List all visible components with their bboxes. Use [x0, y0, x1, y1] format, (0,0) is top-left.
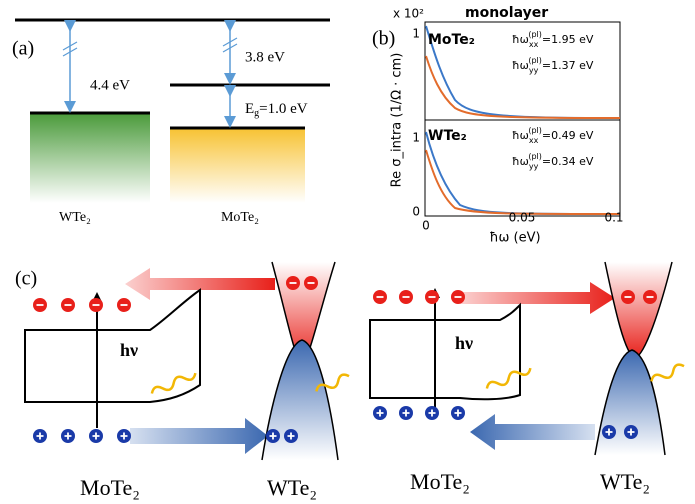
plasma-note: ħωyy(pl)=1.37 eV: [512, 56, 594, 75]
panel-b: (b) x 10² monolayer MoTe₂ WTe₂ ħωxx(pl)=…: [372, 5, 624, 246]
photon-label: hν: [455, 333, 473, 353]
note-prefix: ħω: [512, 59, 529, 72]
material-label: WTe₂: [600, 469, 650, 494]
x-tick-label: 0.05: [509, 211, 536, 225]
plasma-note: ħωxx(pl)=0.49 eV: [512, 126, 594, 145]
energy-label: 4.4 eV: [90, 77, 130, 93]
axis-break: [63, 38, 237, 56]
hole-transfer-arrow: [130, 418, 268, 454]
material-label: MoTe₂: [428, 32, 475, 48]
panel-label: (b): [372, 28, 395, 50]
y-tick-label: 0: [412, 205, 420, 219]
electron-transfer-arrow: [460, 282, 615, 314]
x-axis-label: ħω (eV): [489, 231, 540, 246]
note-prefix: ħω: [512, 33, 529, 46]
note-sup: (pl): [528, 56, 542, 65]
bandgap-label: Eg=1.0 eV: [245, 101, 308, 119]
plot-title: monolayer: [465, 5, 548, 21]
material-label: WTe₂: [267, 475, 317, 500]
note-sup: (pl): [528, 30, 542, 39]
material-label: WTe₂: [59, 210, 91, 225]
y-tick-label: 1: [412, 131, 420, 145]
x-tick-label: 0: [422, 219, 430, 233]
note-sub: xx: [529, 40, 539, 49]
note-sub: yy: [529, 66, 539, 75]
note-prefix: ħω: [512, 129, 529, 142]
note-sup: (pl): [528, 126, 542, 135]
x-tick-label: 0.1: [604, 211, 623, 225]
mote2-band: [170, 128, 305, 203]
note-sub: yy: [529, 162, 539, 171]
plasma-note: ħωxx(pl)=1.95 eV: [512, 30, 594, 49]
conduction-cone: [605, 262, 672, 358]
panel-c: (c) hν MoTe₂ WTe₂ hν MoTe₂ WTe₂: [15, 262, 686, 500]
panel-label: (a): [12, 38, 34, 60]
note-value: =1.37 eV: [542, 59, 594, 72]
energy-label: 3.8 eV: [245, 49, 285, 65]
material-label: MoTe₂: [80, 475, 140, 500]
wte2-band: [30, 113, 150, 203]
hole-transfer-arrow: [470, 414, 595, 450]
note-sub: xx: [529, 136, 539, 145]
figure: (a) 4.4 eV 3.8 eV Eg=1.0 eV WTe₂ MoTe₂ (…: [0, 0, 695, 504]
material-label: WTe₂: [428, 128, 467, 144]
multiplier: x 10²: [393, 7, 424, 21]
photon-label: hν: [120, 340, 138, 360]
y-tick-label: 1: [412, 27, 420, 41]
curve: [426, 132, 620, 214]
photon-wave: [650, 362, 686, 384]
material-label: MoTe₂: [221, 210, 259, 225]
note-prefix: ħω: [512, 155, 529, 168]
note-value: =0.49 eV: [542, 129, 594, 142]
note-value: =1.95 eV: [542, 33, 594, 46]
note-sup: (pl): [528, 152, 542, 161]
band-shape: [370, 305, 520, 399]
y-axis-label: Re σ_intra (1/Ω · cm): [390, 53, 405, 188]
note-value: =0.34 eV: [542, 155, 594, 168]
material-label: MoTe₂: [410, 469, 470, 494]
plasma-note: ħωyy(pl)=0.34 eV: [512, 152, 594, 171]
panel-label: (c): [15, 268, 37, 290]
panel-a: (a) 4.4 eV 3.8 eV Eg=1.0 eV WTe₂ MoTe₂: [12, 20, 330, 225]
